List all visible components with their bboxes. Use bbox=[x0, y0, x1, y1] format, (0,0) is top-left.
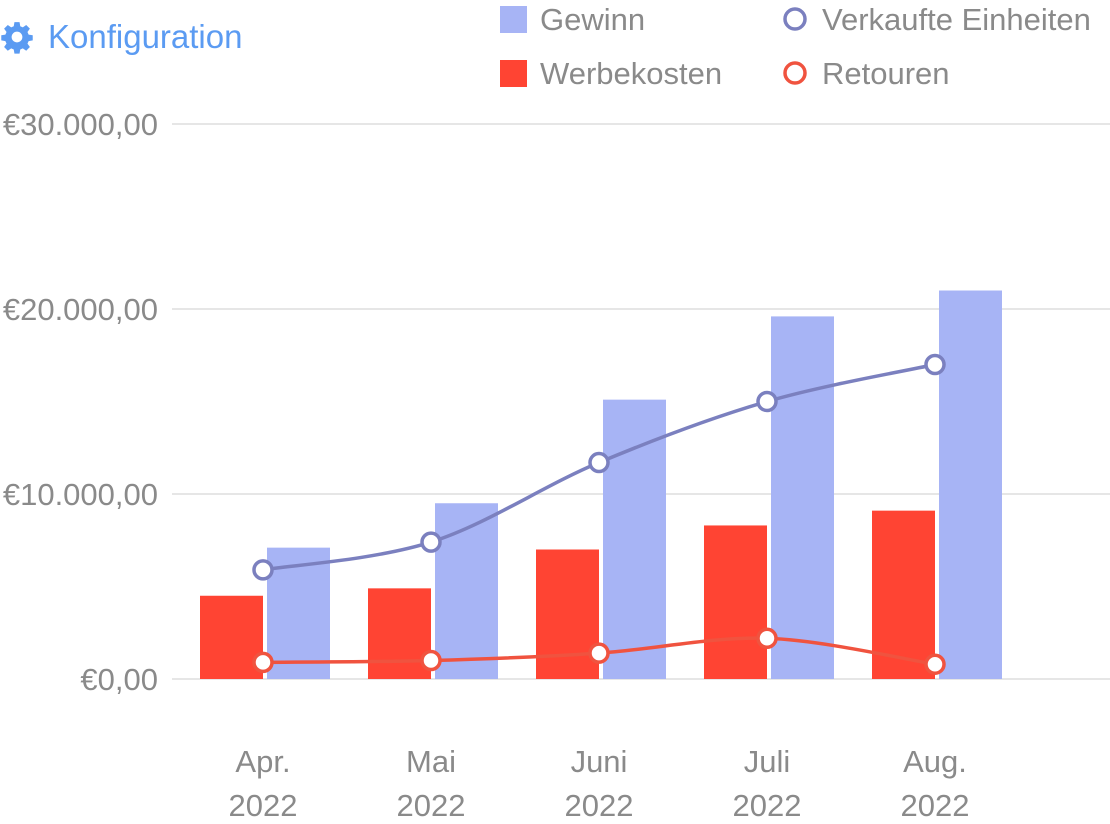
x-tick-label-line: Juni bbox=[571, 744, 628, 779]
bar-werbekosten bbox=[368, 588, 431, 679]
point-verkaufte-einheiten bbox=[420, 531, 442, 553]
bar-werbekosten bbox=[200, 595, 263, 679]
bar-gewinn bbox=[939, 290, 1002, 679]
y-tick-label: €20.000,00 bbox=[3, 292, 158, 327]
x-tick-label-line: Aug. bbox=[903, 744, 967, 779]
bar-werbekosten bbox=[704, 525, 767, 679]
bar-gewinn bbox=[771, 316, 834, 679]
x-tick-label: Juni 2022 bbox=[565, 744, 634, 823]
x-axis: Apr. 2022 Mai 2022 Juni 2022 Juli 2022 Aug. 2022 bbox=[229, 744, 970, 823]
point-retouren bbox=[252, 651, 274, 674]
x-tick-label-line: Juli bbox=[744, 744, 791, 779]
legend-marker-gewinn bbox=[500, 6, 527, 33]
bar-gewinn bbox=[603, 399, 666, 679]
point-verkaufte-einheiten bbox=[252, 559, 274, 581]
gear-icon bbox=[0, 20, 34, 54]
legend-label-werbekosten: Werbekosten bbox=[540, 56, 722, 91]
legend-marker-verkaufte-einheiten bbox=[783, 7, 807, 31]
x-tick-label-line: 2022 bbox=[397, 788, 466, 823]
x-tick-label: Juli 2022 bbox=[733, 744, 802, 823]
x-tick-label: Aug. 2022 bbox=[901, 744, 970, 823]
x-tick-label-line: Mai bbox=[406, 744, 456, 779]
y-tick-label: €30.000,00 bbox=[3, 107, 158, 142]
point-retouren bbox=[756, 627, 778, 650]
point-retouren bbox=[924, 653, 946, 675]
x-tick-label-line: Apr. bbox=[235, 744, 290, 779]
y-axis: €0,00 €10.000,00 €20.000,00 €30.000,00 bbox=[3, 107, 158, 697]
legend-label-verkaufte-einheiten: Verkaufte Einheiten bbox=[822, 2, 1091, 37]
y-tick-label: €0,00 bbox=[80, 662, 158, 697]
point-verkaufte-einheiten bbox=[756, 390, 778, 413]
x-tick-label-line: 2022 bbox=[901, 788, 970, 823]
point-retouren bbox=[420, 649, 442, 672]
point-verkaufte-einheiten bbox=[924, 353, 946, 376]
x-tick-label-line: 2022 bbox=[733, 788, 802, 823]
legend-label-retouren: Retouren bbox=[822, 56, 950, 91]
configuration-label: Konfiguration bbox=[48, 18, 243, 55]
legend-label-gewinn: Gewinn bbox=[540, 2, 645, 37]
legend-marker-retouren bbox=[783, 61, 807, 85]
x-tick-label: Apr. 2022 bbox=[229, 744, 298, 823]
point-verkaufte-einheiten bbox=[588, 451, 610, 474]
lines bbox=[252, 353, 946, 675]
bar-werbekosten bbox=[536, 549, 599, 679]
bar-werbekosten bbox=[872, 510, 935, 679]
legend-marker-werbekosten bbox=[500, 60, 527, 87]
y-tick-label: €10.000,00 bbox=[3, 477, 158, 512]
x-tick-label: Mai 2022 bbox=[397, 744, 466, 823]
bars bbox=[200, 290, 1002, 679]
x-tick-label-line: 2022 bbox=[565, 788, 634, 823]
legend: Gewinn Verkaufte Einheiten Werbekosten Reto… bbox=[500, 2, 1091, 91]
bar-gewinn bbox=[435, 503, 498, 679]
point-retouren bbox=[588, 642, 610, 664]
configuration-button[interactable]: Konfiguration bbox=[0, 18, 242, 56]
x-tick-label-line: 2022 bbox=[229, 788, 298, 823]
